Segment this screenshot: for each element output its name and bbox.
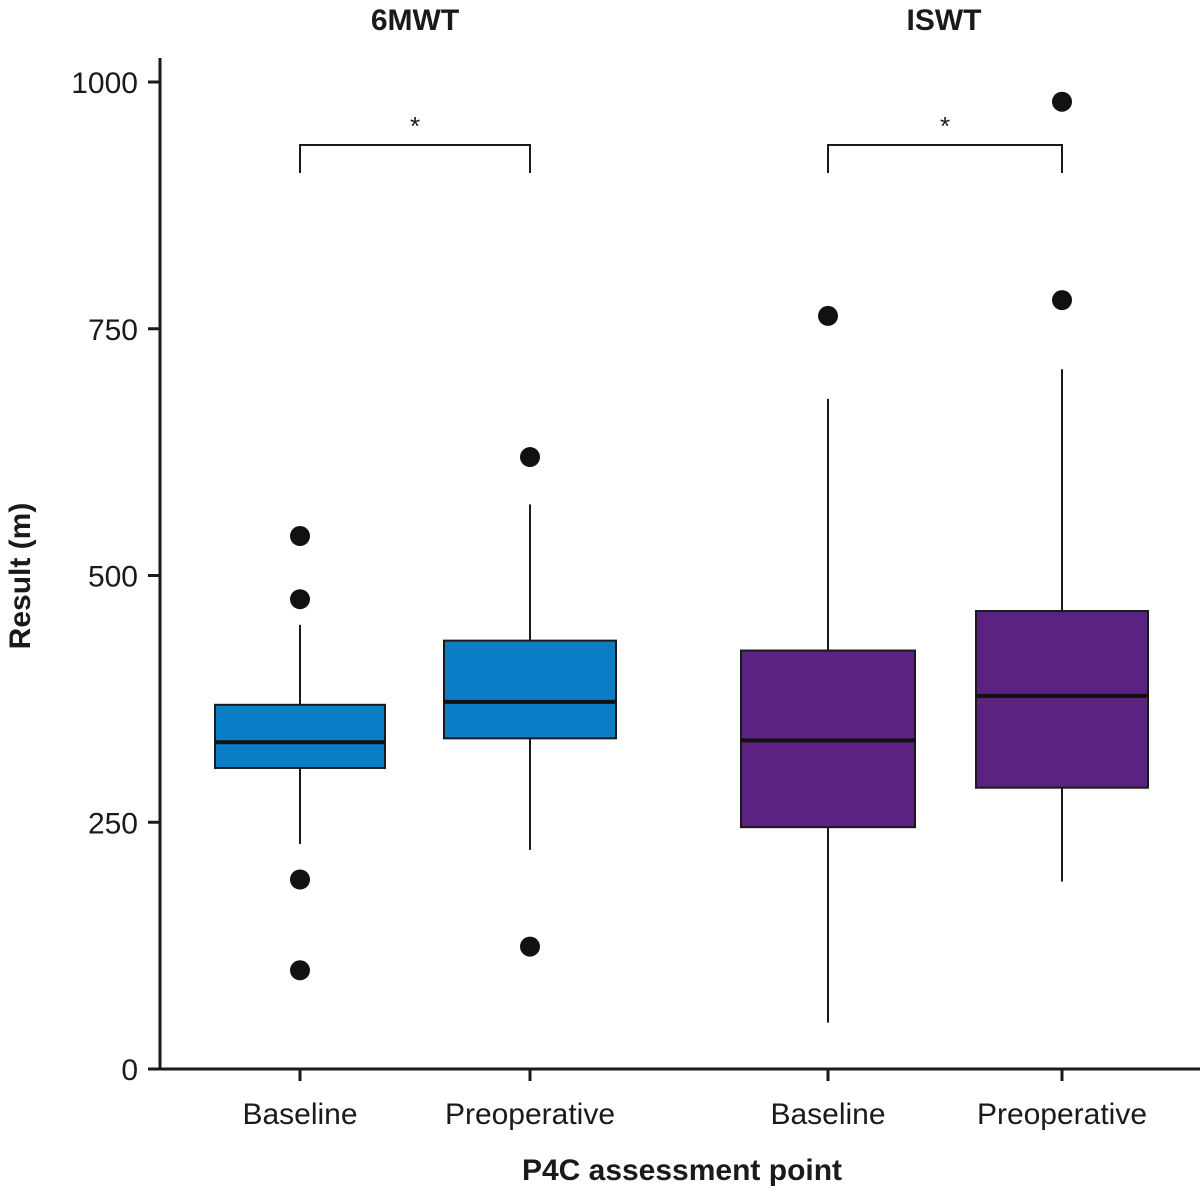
y-axis: 0 250 500 750 1000 — [71, 58, 162, 1087]
significance-bracket — [827, 144, 1063, 173]
iqr-box — [214, 703, 386, 769]
y-tick-label: 1000 — [71, 67, 138, 100]
x-tick-label: Preoperative — [445, 1098, 615, 1131]
iqr-box — [975, 610, 1149, 789]
y-tick-label: 750 — [88, 314, 138, 347]
outlier-point — [1052, 290, 1072, 311]
panel-title-iswt: ISWT — [907, 4, 982, 37]
outlier-point — [520, 936, 540, 957]
significance-marker: * — [940, 111, 950, 141]
significance-marker: * — [410, 111, 420, 141]
y-tick-label: 250 — [88, 807, 138, 840]
iqr-box — [443, 639, 617, 740]
x-axis-title: P4C assessment point — [522, 1154, 842, 1187]
y-tick-label: 500 — [88, 561, 138, 594]
plot-area: 6MWT * ISWT * — [214, 4, 1149, 1023]
outlier-point — [520, 447, 540, 468]
x-axis: Baseline Preoperative Baseline Preoperative — [160, 1067, 1200, 1131]
x-tick-label: Baseline — [242, 1098, 357, 1131]
y-axis-title: Result (m) — [4, 503, 37, 650]
outlier-point — [818, 305, 838, 326]
outlier-point — [290, 526, 310, 547]
outlier-point — [290, 869, 310, 890]
outlier-point — [290, 960, 310, 981]
panel-title-6mwt: 6MWT — [371, 4, 459, 37]
outlier-point — [1052, 91, 1072, 112]
x-tick-label: Baseline — [770, 1098, 885, 1131]
x-tick-label: Preoperative — [977, 1098, 1147, 1131]
y-tick-label: 0 — [121, 1054, 138, 1087]
outlier-point — [290, 589, 310, 610]
significance-bracket — [299, 144, 531, 173]
